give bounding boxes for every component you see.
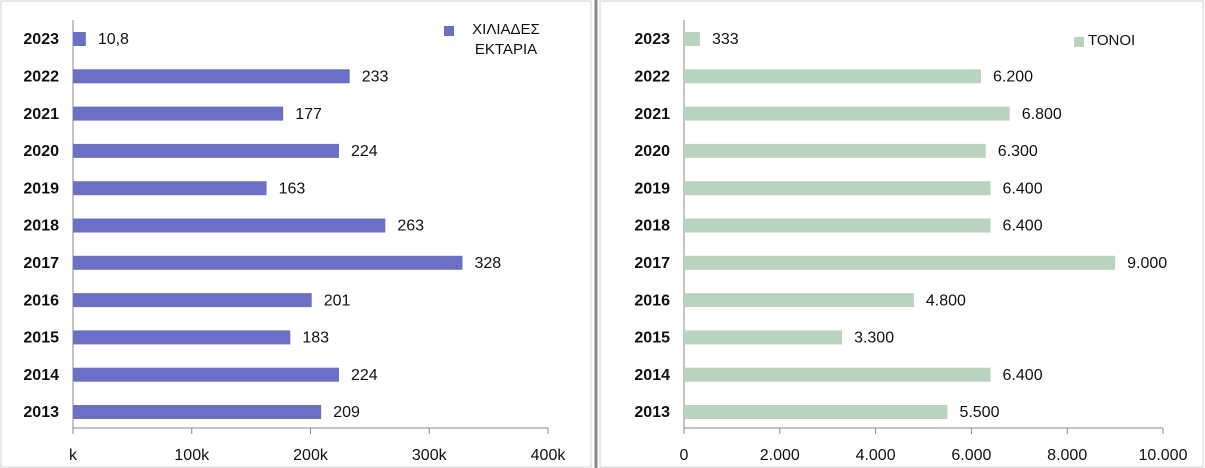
bar <box>73 405 322 419</box>
y-tick-label: 2013 <box>23 404 59 421</box>
y-tick-label: 2015 <box>23 330 59 347</box>
y-tick-label: 2013 <box>634 404 670 421</box>
bar <box>684 367 991 382</box>
data-label: 163 <box>279 180 306 197</box>
y-tick-label: 2020 <box>23 143 59 160</box>
bar <box>73 32 86 46</box>
legend-label: ΧΙΛΙΑΔΕΣ ΕΚΤΑΡΙΑ <box>472 21 540 58</box>
y-tick-label: 2015 <box>634 330 670 347</box>
bar <box>684 106 1010 121</box>
data-label: 209 <box>333 404 360 421</box>
data-label: 6.300 <box>998 143 1038 160</box>
data-label: 201 <box>324 292 351 309</box>
y-tick-label: 2019 <box>634 180 670 197</box>
y-tick-label: 2018 <box>23 218 59 235</box>
data-label: 6.800 <box>1022 106 1062 123</box>
y-tick-label: 2017 <box>23 255 59 272</box>
x-tick-label: 0 <box>680 447 689 464</box>
bar <box>73 106 284 121</box>
bar <box>73 330 291 345</box>
bar <box>684 181 991 196</box>
x-tick-label: 4.000 <box>856 447 896 464</box>
bar <box>684 69 981 84</box>
data-label: 5.500 <box>959 404 999 421</box>
data-label: 224 <box>351 143 378 160</box>
y-tick-label: 2014 <box>23 367 59 384</box>
data-label: 6.200 <box>993 69 1033 86</box>
x-tick-label: 400k <box>531 447 567 464</box>
bar <box>684 143 986 158</box>
data-label: 6.400 <box>1003 180 1043 197</box>
y-tick-label: 2016 <box>23 292 59 309</box>
data-label: 233 <box>362 69 389 86</box>
y-tick-label: 2020 <box>634 143 670 160</box>
bar <box>73 367 339 382</box>
panel-border <box>599 0 1204 468</box>
data-label: 9.000 <box>1127 255 1167 272</box>
y-tick-label: 2022 <box>634 69 670 86</box>
panel-border <box>0 0 592 468</box>
data-label: 6.400 <box>1003 367 1043 384</box>
x-tick-label: 6.000 <box>951 447 991 464</box>
legend-label: ΤΟΝΟΙ <box>1088 32 1136 49</box>
bar <box>73 69 350 84</box>
legend-swatch <box>444 26 454 36</box>
y-tick-label: 2021 <box>23 106 59 123</box>
y-tick-label: 2023 <box>634 31 670 48</box>
x-tick-label: k <box>69 447 78 464</box>
x-tick-label: 2.000 <box>760 447 800 464</box>
data-label: 333 <box>712 31 739 48</box>
legend-swatch <box>1074 37 1084 47</box>
bar <box>684 405 948 419</box>
data-label: 3.300 <box>854 330 894 347</box>
data-label: 224 <box>351 367 378 384</box>
y-tick-label: 2022 <box>23 69 59 86</box>
bar <box>73 181 267 196</box>
x-tick-label: 100k <box>174 447 210 464</box>
x-tick-label: 10.000 <box>1139 447 1188 464</box>
bar <box>73 255 463 270</box>
bar <box>684 293 914 308</box>
data-label: 328 <box>475 255 502 272</box>
data-label: 6.400 <box>1003 218 1043 235</box>
bar <box>73 143 339 158</box>
bar <box>73 293 312 308</box>
y-tick-label: 2017 <box>634 255 670 272</box>
data-label: 4.800 <box>926 292 966 309</box>
data-label: 263 <box>397 218 424 235</box>
y-tick-label: 2019 <box>23 180 59 197</box>
y-tick-label: 2016 <box>634 292 670 309</box>
x-tick-label: 200k <box>293 447 329 464</box>
bar <box>684 255 1116 270</box>
data-label: 177 <box>295 106 322 123</box>
data-label: 183 <box>302 330 329 347</box>
y-tick-label: 2023 <box>23 31 59 48</box>
x-tick-label: 8.000 <box>1047 447 1087 464</box>
data-label: 10,8 <box>98 31 129 48</box>
bar <box>684 32 700 46</box>
bar <box>684 330 843 345</box>
y-tick-label: 2018 <box>634 218 670 235</box>
bar <box>73 218 386 233</box>
x-tick-label: 300k <box>412 447 448 464</box>
y-tick-label: 2014 <box>634 367 670 384</box>
y-tick-label: 2021 <box>634 106 670 123</box>
bar <box>684 218 991 233</box>
